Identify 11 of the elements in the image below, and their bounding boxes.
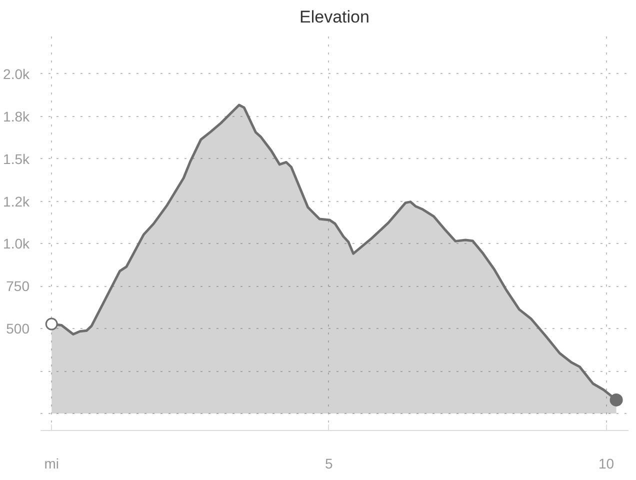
- y-tick-label: 1.0k: [3, 236, 30, 252]
- x-tick-label: 5: [325, 456, 334, 472]
- x-tick-label: mi: [44, 456, 59, 472]
- y-tick-label: 750: [6, 278, 30, 294]
- y-tick-label: 1.5k: [3, 150, 30, 167]
- chart-title: Elevation: [300, 8, 370, 26]
- y-tick-label: 2.0k: [3, 66, 30, 82]
- x-tick-label: 10: [598, 456, 614, 472]
- y-tick-label: 1.2k: [3, 193, 30, 210]
- y-tick-label: 500: [6, 320, 30, 337]
- y-tick-label: 1.8k: [3, 108, 30, 124]
